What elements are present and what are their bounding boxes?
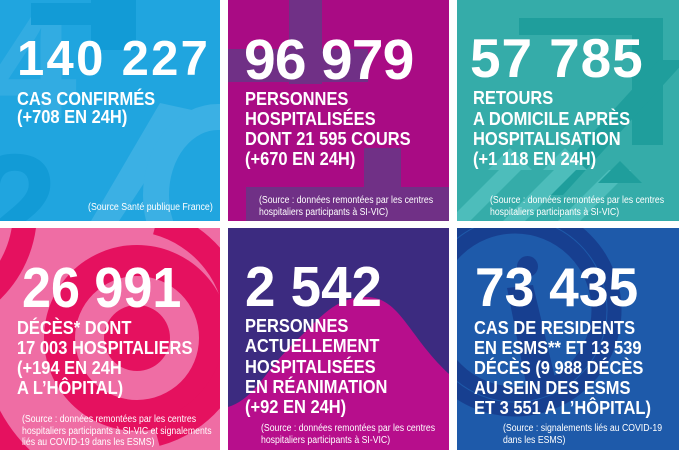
svg-text:2: 2	[0, 122, 58, 221]
svg-text:4: 4	[0, 0, 77, 152]
